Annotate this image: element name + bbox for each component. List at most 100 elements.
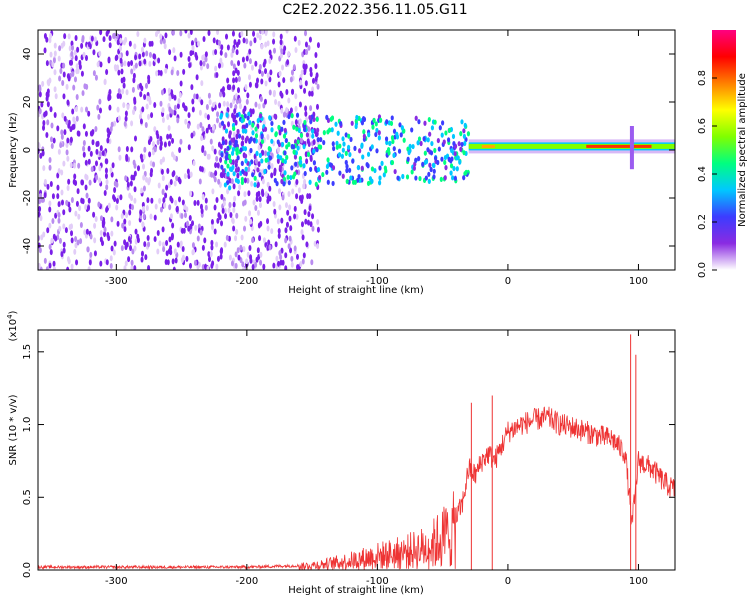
noise-cell [204, 263, 208, 270]
noise-cell [301, 234, 305, 241]
signal-cell [302, 126, 307, 133]
noise-cell [153, 214, 157, 221]
noise-cell [149, 160, 153, 167]
noise-cell [268, 89, 272, 96]
noise-cell [174, 199, 178, 206]
noise-cell [148, 151, 152, 158]
noise-cell [231, 47, 235, 54]
signal-cell [311, 128, 315, 134]
noise-cell [226, 101, 230, 108]
noise-cell [63, 129, 67, 136]
signal-cell [438, 125, 442, 131]
noise-cell [256, 32, 260, 39]
noise-cell [83, 83, 87, 90]
signal-cell [251, 172, 255, 178]
signal-cell [230, 166, 234, 173]
noise-cell [45, 95, 49, 102]
signal-cell [287, 113, 291, 120]
signal-cell [255, 150, 259, 156]
noise-cell [126, 104, 130, 111]
noise-cell [279, 259, 283, 266]
signal-cell [287, 180, 291, 186]
noise-cell [70, 230, 74, 237]
noise-cell [228, 201, 232, 208]
noise-cell [99, 260, 103, 267]
signal-cell [459, 131, 463, 137]
noise-cell [79, 238, 83, 245]
noise-cell [243, 105, 247, 112]
signal-cell [442, 139, 446, 145]
noise-cell [248, 48, 252, 55]
signal-cell [447, 156, 451, 162]
signal-cell [254, 133, 259, 139]
noise-cell [259, 251, 263, 258]
noise-cell [210, 244, 214, 251]
signal-cell [370, 166, 375, 172]
signal-cell [325, 114, 329, 120]
signal-cell [360, 142, 364, 148]
signal-cell [331, 180, 335, 187]
noise-cell [308, 193, 312, 200]
signal-cell [455, 155, 459, 161]
noise-cell [103, 78, 107, 85]
spur [629, 126, 634, 170]
noise-cell [188, 190, 192, 197]
signal-cell [247, 111, 251, 117]
noise-cell [116, 39, 120, 46]
noise-cell [266, 181, 270, 188]
signal-cell [416, 140, 420, 146]
noise-cell [191, 242, 195, 249]
y-tick-label: 0 [22, 147, 33, 153]
noise-cell [121, 222, 125, 229]
noise-cell [70, 59, 74, 66]
noise-cell [46, 101, 50, 108]
signal-cell [373, 167, 377, 174]
noise-cell [195, 54, 199, 61]
noise-cell [282, 77, 286, 84]
noise-cell [216, 111, 220, 118]
noise-cell [258, 235, 262, 242]
noise-cell [210, 171, 214, 178]
noise-cell [293, 245, 297, 252]
noise-cell [266, 218, 270, 225]
noise-cell [123, 265, 127, 270]
noise-cell [159, 100, 163, 107]
noise-cell [280, 48, 284, 55]
noise-cell [263, 98, 267, 105]
noise-cell [159, 144, 163, 151]
noise-cell [272, 89, 276, 96]
noise-cell [73, 76, 77, 83]
signal-cell [337, 152, 342, 158]
noise-cell [206, 63, 210, 70]
signal-cell [296, 145, 300, 151]
noise-cell [41, 150, 45, 157]
signal-cell [279, 155, 283, 161]
signal-cell [389, 120, 394, 127]
noise-cell [56, 184, 60, 191]
signal-cell [406, 156, 410, 162]
noise-cell [213, 204, 217, 211]
signal-cell [299, 132, 304, 139]
noise-cell [279, 39, 283, 46]
signal-cell [390, 159, 395, 166]
noise-cell [266, 134, 270, 141]
x-tick-label: -200 [236, 576, 259, 587]
noise-cell [66, 256, 70, 263]
noise-cell [219, 49, 223, 56]
signal-cell [308, 114, 312, 121]
noise-cell [261, 178, 265, 185]
noise-cell [191, 45, 195, 52]
signal-cell [245, 135, 249, 141]
noise-cell [79, 222, 83, 229]
noise-cell [269, 69, 273, 76]
noise-cell [182, 102, 186, 109]
noise-cell [105, 259, 109, 266]
noise-cell [238, 184, 242, 191]
spectrogram [38, 30, 675, 270]
noise-cell [214, 49, 218, 56]
noise-cell [309, 66, 313, 73]
noise-cell [97, 113, 101, 120]
noise-cell [114, 65, 118, 72]
noise-cell [287, 191, 291, 198]
signal-cell [289, 174, 293, 181]
